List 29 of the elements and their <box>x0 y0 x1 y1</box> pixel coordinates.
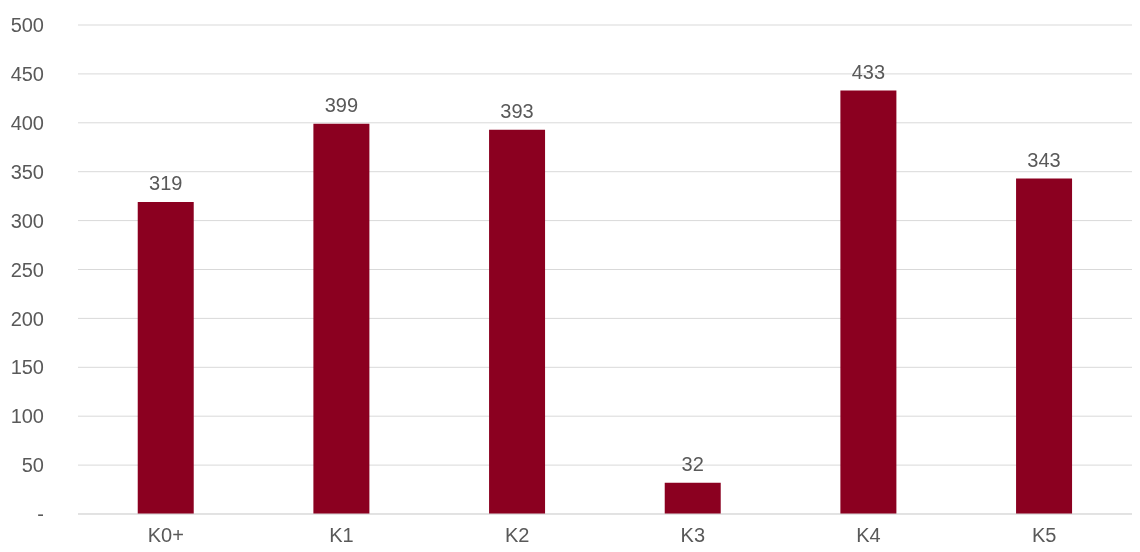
data-label: 433 <box>851 60 886 83</box>
bar <box>137 202 194 514</box>
x-tick-label: K4 <box>856 524 881 547</box>
y-tick-label: 200 <box>10 307 44 330</box>
bar <box>840 90 897 514</box>
bar <box>664 482 721 514</box>
y-tick-label: 350 <box>10 160 44 183</box>
y-tick-label: 450 <box>10 63 44 85</box>
y-tick-label: - <box>37 503 44 526</box>
bar <box>313 123 370 514</box>
data-label: 319 <box>149 172 183 195</box>
y-tick-label: 250 <box>10 258 44 281</box>
x-tick-label: K5 <box>1031 524 1057 547</box>
y-tick-label: 500 <box>10 14 44 37</box>
data-label: 32 <box>681 452 704 475</box>
y-tick-label: 100 <box>10 405 44 428</box>
x-tick-label: K2 <box>504 524 530 547</box>
data-label: 343 <box>1027 148 1061 171</box>
data-label: 393 <box>500 99 534 122</box>
bar <box>489 129 546 514</box>
y-tick-label: 50 <box>21 454 44 477</box>
data-label: 399 <box>324 93 359 116</box>
bar <box>1016 178 1073 514</box>
x-tick-label: K1 <box>329 524 354 547</box>
y-tick-label: 150 <box>10 356 44 379</box>
y-tick-label: 400 <box>10 111 44 134</box>
x-tick-label: K0+ <box>147 524 184 547</box>
y-tick-label: 300 <box>10 209 44 232</box>
x-tick-label: K3 <box>680 524 706 547</box>
